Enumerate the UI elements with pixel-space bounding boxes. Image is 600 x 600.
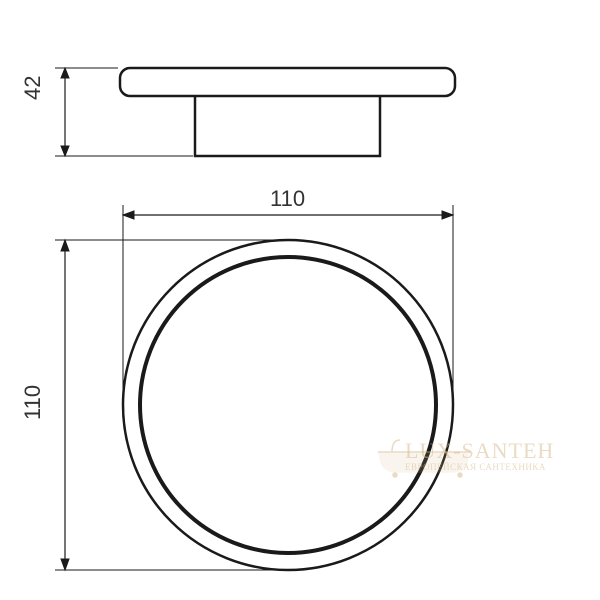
dimension-110-width-label: 110	[270, 186, 305, 212]
side-view	[120, 68, 455, 156]
top-view	[123, 240, 453, 570]
watermark-brand: LUX-SANTEH	[405, 438, 554, 464]
dimension-42-label: 42	[20, 76, 46, 100]
top-view-inner-circle	[140, 257, 436, 553]
side-view-top-slab	[120, 68, 455, 96]
watermark-tagline: ЕВРОПЕЙСКАЯ САНТЕХНИКА	[405, 462, 554, 472]
top-view-outer-circle	[123, 240, 453, 570]
watermark: LUX-SANTEH ЕВРОПЕЙСКАЯ САНТЕХНИКА	[405, 438, 554, 472]
dimension-110-height-label: 110	[20, 385, 46, 420]
technical-drawing	[0, 0, 600, 600]
dimension-110-width	[123, 205, 453, 405]
side-view-body	[195, 96, 380, 156]
dimension-42	[55, 68, 193, 156]
